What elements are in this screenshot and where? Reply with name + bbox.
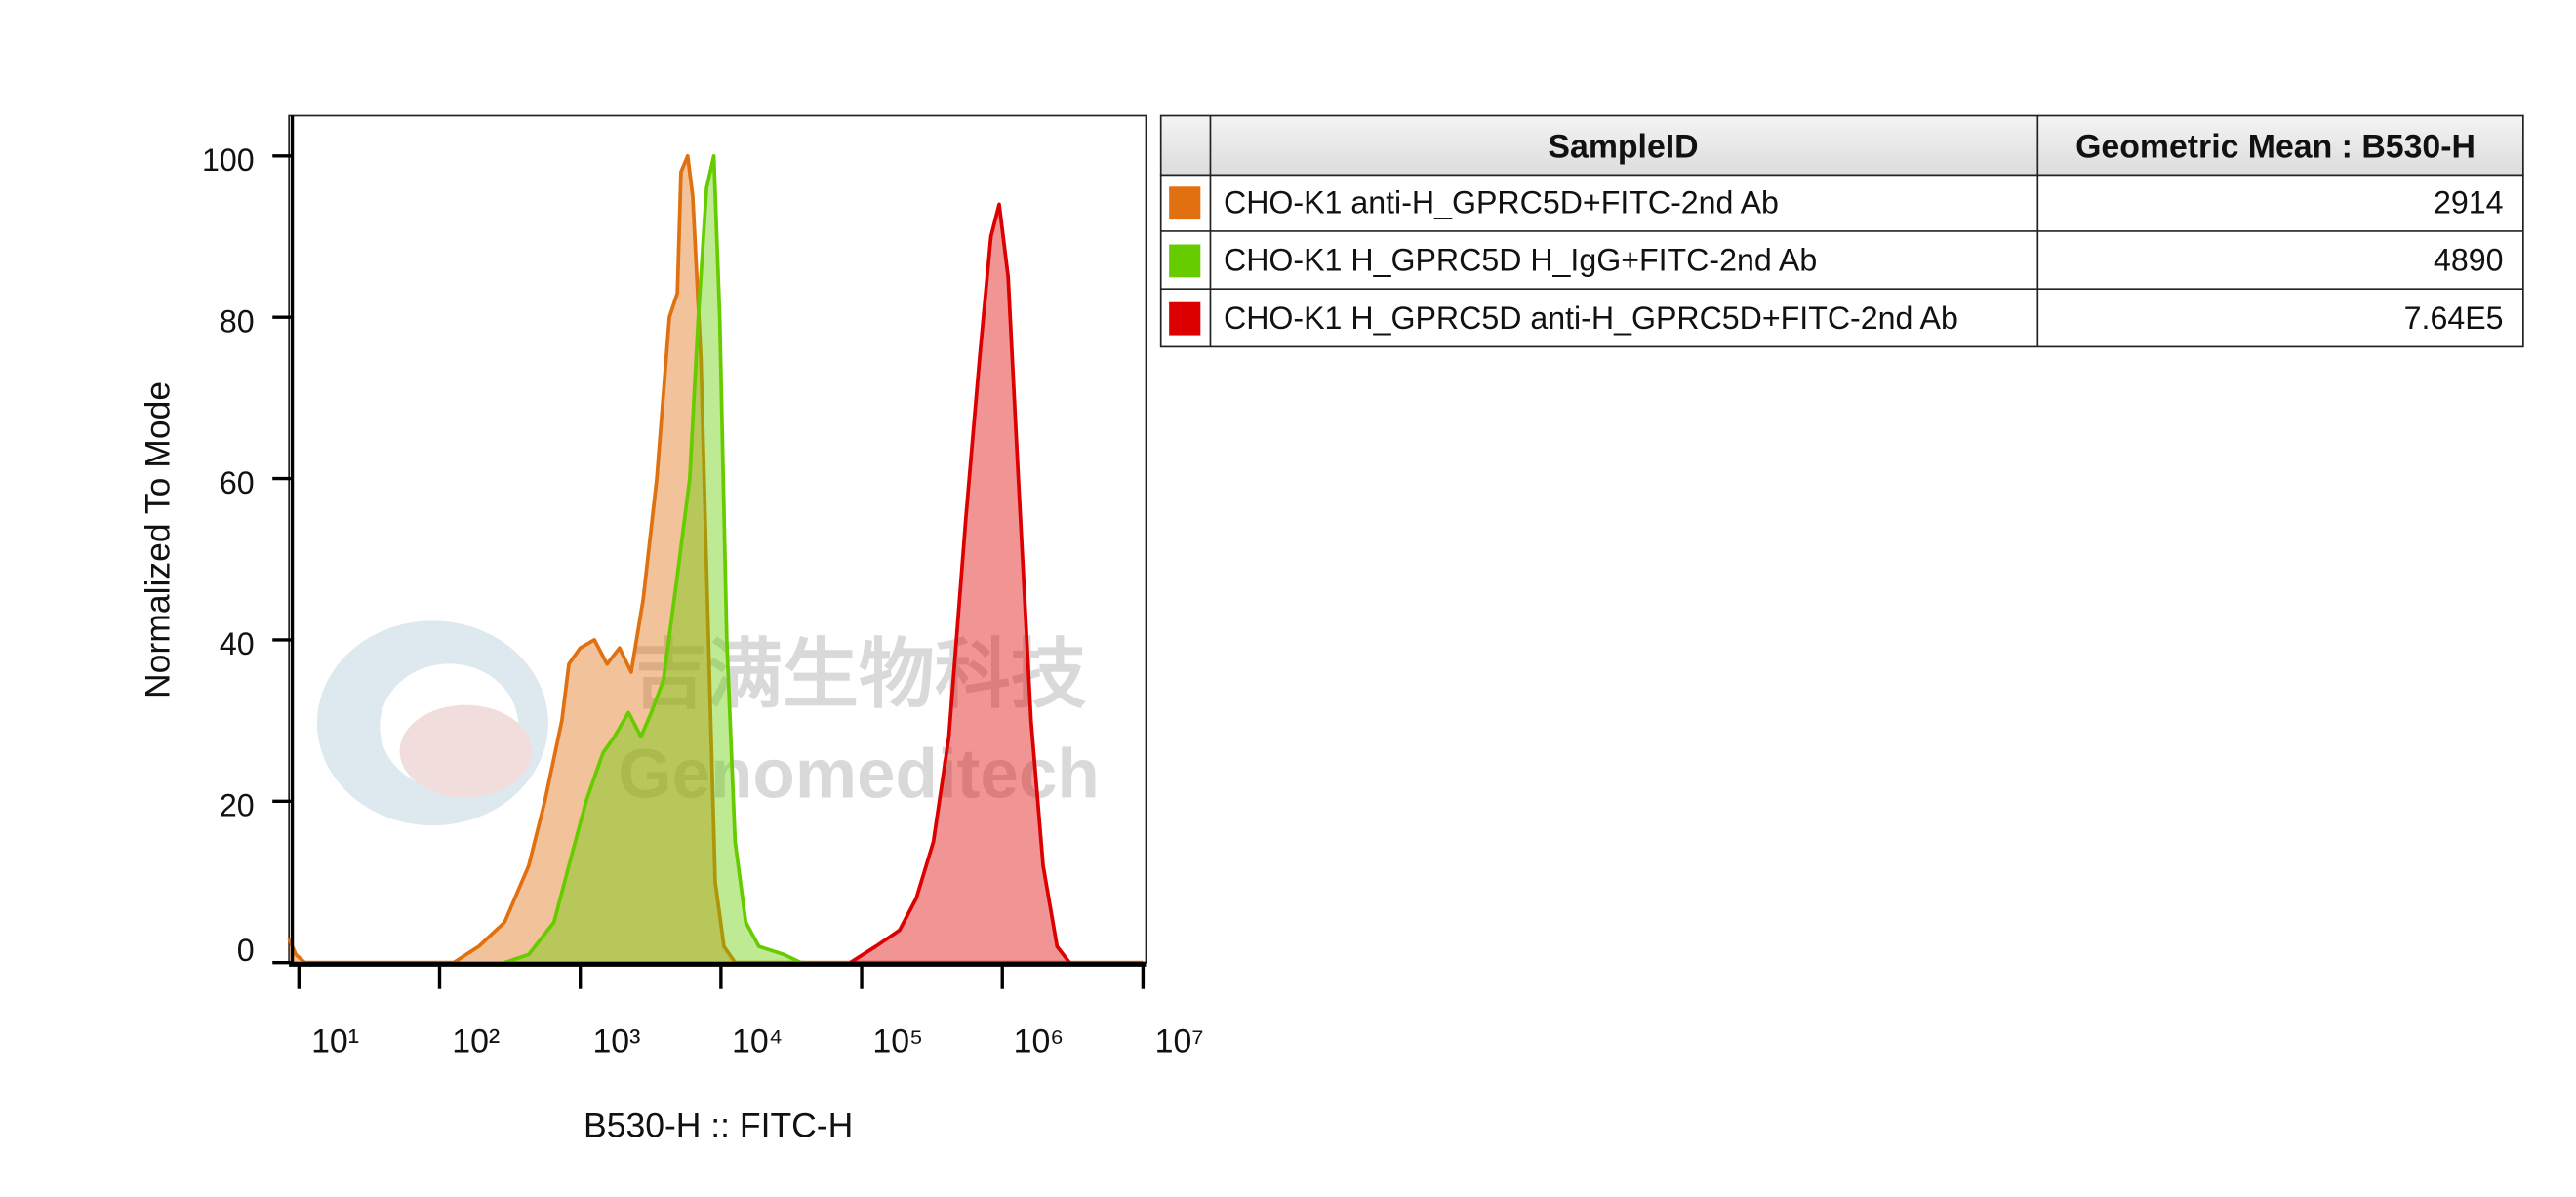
watermark: 吉满生物科技 Genomeditech xyxy=(316,620,1100,826)
legend-label: CHO-K1 H_GPRC5D H_IgG+FITC-2nd Ab xyxy=(1224,243,1817,278)
table-body xyxy=(1159,174,2524,348)
y-tick-label: 0 xyxy=(237,933,255,968)
histogram-line xyxy=(503,153,802,965)
y-tick-label: 80 xyxy=(220,303,255,339)
table-header-cell: Geometric Mean : B530-H xyxy=(2075,128,2475,165)
histogram-line xyxy=(287,153,1144,965)
y-tick-label: 60 xyxy=(220,465,255,500)
table-cell: 2914 xyxy=(2434,184,2504,219)
y-axis-label: Normalized To Mode xyxy=(139,381,178,698)
x-tick-label: 10⁷ xyxy=(1155,1023,1204,1060)
table-header-cell: SampleID xyxy=(1548,128,1698,165)
watermark-text: 吉满生物科技 xyxy=(631,633,1087,717)
legend-swatch xyxy=(1169,301,1201,336)
legend-swatch xyxy=(1169,186,1201,220)
x-tick-label: 10⁵ xyxy=(872,1023,923,1060)
table-cell: 4890 xyxy=(2434,243,2504,278)
table-cell: 7.64E5 xyxy=(2404,300,2504,336)
y-tick-label: 40 xyxy=(220,626,255,661)
x-tick-label: 10⁶ xyxy=(1014,1023,1065,1060)
histogram-area xyxy=(850,204,1070,963)
x-tick-label: 10² xyxy=(452,1023,500,1060)
watermark-text: Genomeditech xyxy=(618,737,1100,814)
watermark-logo xyxy=(380,663,519,789)
x-tick-label: 10¹ xyxy=(311,1023,359,1060)
y-tick-label: 100 xyxy=(202,142,255,178)
table-header xyxy=(1159,114,2524,177)
legend-swatch xyxy=(1169,244,1201,278)
x-tick-label: 10⁴ xyxy=(732,1023,783,1060)
watermark-logo xyxy=(399,704,532,798)
legend-label: CHO-K1 anti-H_GPRC5D+FITC-2nd Ab xyxy=(1224,184,1779,219)
histogram-area xyxy=(504,155,801,963)
watermark-logo xyxy=(316,620,548,826)
stats-table: SampleID Geometric Mean : B530-H xyxy=(1159,114,2524,348)
x-tick-label: 10³ xyxy=(592,1023,640,1060)
histogram-line xyxy=(849,202,1071,965)
x-axis-label: B530-H :: FITC-H xyxy=(584,1105,853,1144)
legend-label: CHO-K1 H_GPRC5D anti-H_GPRC5D+FITC-2nd A… xyxy=(1224,300,1958,336)
y-tick-label: 20 xyxy=(220,788,255,823)
